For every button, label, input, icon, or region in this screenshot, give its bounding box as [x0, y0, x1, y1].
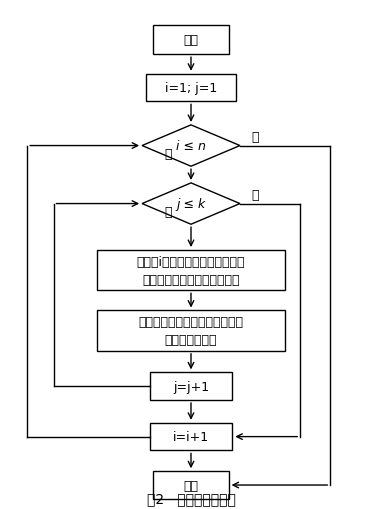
Text: 图2   变异运算流程图: 图2 变异运算流程图	[147, 491, 235, 505]
FancyBboxPatch shape	[150, 373, 232, 400]
Text: 是: 是	[165, 148, 172, 161]
Text: 开始: 开始	[183, 34, 199, 47]
Text: 否: 否	[251, 189, 259, 202]
FancyBboxPatch shape	[153, 471, 229, 499]
Text: 结束: 结束	[183, 478, 199, 492]
Text: j ≤ k: j ≤ k	[176, 197, 206, 211]
FancyBboxPatch shape	[97, 250, 285, 291]
Text: 否: 否	[251, 131, 259, 144]
FancyBboxPatch shape	[153, 26, 229, 55]
Text: j=j+1: j=j+1	[173, 380, 209, 393]
Text: i=1; j=1: i=1; j=1	[165, 82, 217, 95]
Text: 针对第i个火焰随机选取一个维度
利用非均匀变异算子进行扰动: 针对第i个火焰随机选取一个维度 利用非均匀变异算子进行扰动	[137, 255, 245, 286]
Text: i ≤ n: i ≤ n	[176, 140, 206, 153]
FancyBboxPatch shape	[146, 74, 236, 102]
Text: 当新火焰的适应度值优于原火焰
时则替换原火焰: 当新火焰的适应度值优于原火焰 时则替换原火焰	[139, 316, 243, 347]
FancyBboxPatch shape	[97, 311, 285, 351]
Polygon shape	[142, 184, 240, 225]
Polygon shape	[142, 126, 240, 167]
Text: i=i+1: i=i+1	[173, 430, 209, 443]
Text: 是: 是	[165, 206, 172, 219]
FancyBboxPatch shape	[150, 423, 232, 450]
